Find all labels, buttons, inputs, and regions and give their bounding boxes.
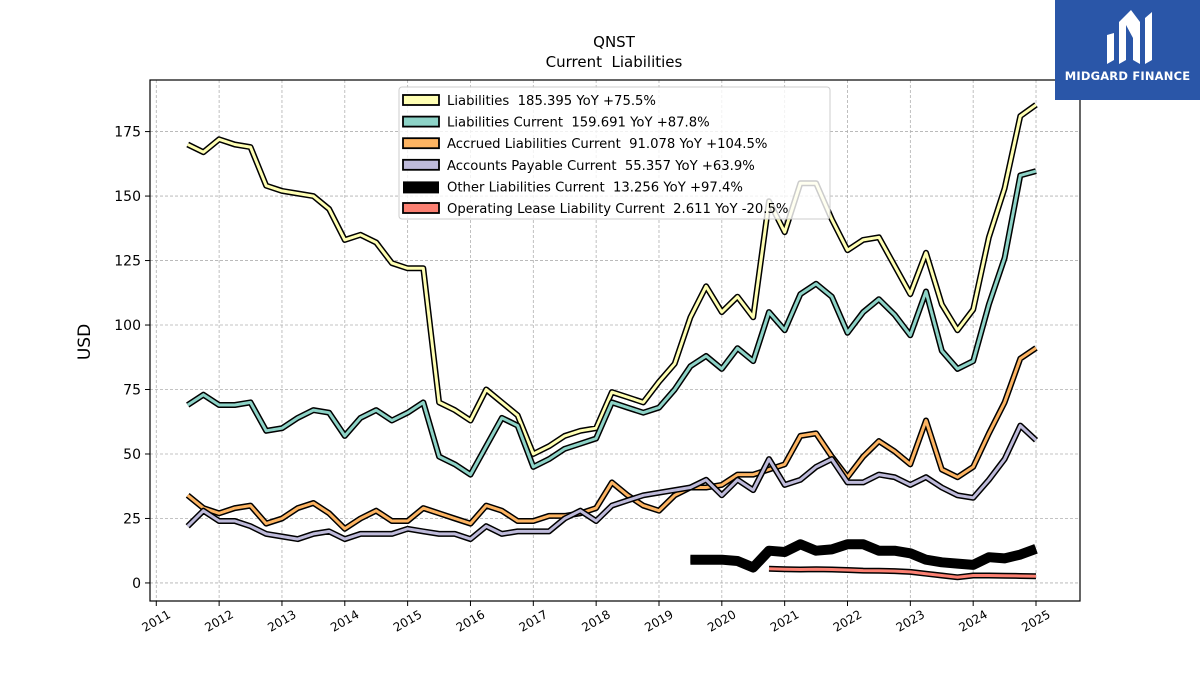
x-tick-label: 2023: [894, 607, 927, 634]
x-tick-label: 2024: [956, 607, 989, 634]
legend-entry: Accrued Liabilities Current 91.078 YoY +…: [447, 137, 767, 152]
series-outline: [185, 345, 1038, 532]
legend-entry: Accounts Payable Current 55.357 YoY +63.…: [447, 159, 755, 174]
series-line: [768, 567, 1037, 579]
brand-mark-icon: [1107, 10, 1152, 64]
x-tick-label: 2013: [265, 607, 298, 634]
series-5: [768, 565, 1037, 581]
series-line: [187, 103, 1037, 456]
legend-swatch: [402, 158, 440, 171]
y-tick-label: 125: [114, 254, 141, 270]
legend-swatch: [402, 137, 440, 150]
series-4: [690, 539, 1038, 573]
series-lines: [185, 102, 1039, 581]
legend: Liabilities 185.395 YoY +75.5% Liabilitie…: [398, 86, 831, 220]
plot-frame: [149, 79, 1081, 602]
x-tick-label: 2017: [517, 607, 550, 634]
legend-swatch: [402, 94, 440, 106]
legend-swatch: [402, 115, 440, 128]
x-tick-label: 2021: [768, 607, 801, 634]
y-axis-label: USD: [75, 324, 95, 360]
x-tick-label: 2012: [202, 607, 235, 634]
legend-swatch: [403, 181, 439, 194]
series-line: [186, 424, 1038, 541]
legend-entry: Operating Lease Liability Current 2.611 …: [447, 202, 788, 217]
series-0: [186, 102, 1038, 457]
y-tick-label: 75: [123, 383, 141, 399]
series-line: [186, 169, 1037, 477]
x-tick-label: 2014: [328, 607, 361, 634]
y-axis-ticks: 0 25 50 75 100 125 150 175: [114, 125, 150, 592]
y-tick-label: 100: [114, 318, 141, 334]
brand-logo: MIDGARD FINANCE: [1055, 0, 1200, 100]
series-3: [185, 422, 1039, 543]
legend-entry: Liabilities 185.395 YoY +75.5%: [447, 94, 656, 109]
series-1: [186, 168, 1037, 478]
x-axis-ticks: 2011 2012 2013 2014 2015 2016 2017 2018 2019 2020…: [140, 601, 1053, 635]
x-tick-label: 2022: [831, 607, 864, 634]
legend-box: [398, 86, 831, 220]
series-line: [186, 346, 1037, 531]
x-tick-label: 2019: [642, 607, 675, 634]
y-tick-label: 0: [132, 576, 141, 592]
legend-swatch: [402, 202, 440, 214]
y-tick-label: 175: [114, 125, 141, 141]
x-tick-label: 2015: [391, 607, 424, 634]
y-tick-label: 150: [114, 189, 141, 205]
x-tick-label: 2025: [1019, 607, 1052, 634]
y-tick-label: 25: [123, 511, 141, 527]
y-tick-label: 50: [123, 447, 141, 463]
legend-entry: Other Liabilities Current 13.256 YoY +97…: [447, 180, 743, 195]
x-tick-label: 2018: [579, 607, 612, 634]
series-line: [690, 540, 1038, 571]
chart-subtitle: Current Liabilities: [546, 53, 683, 71]
series-2: [185, 345, 1038, 532]
chart-title: QNST: [593, 33, 636, 51]
legend-entry: Liabilities Current 159.691 YoY +87.8%: [447, 116, 710, 131]
x-tick-label: 2016: [454, 607, 487, 634]
brand-name: MIDGARD FINANCE: [1064, 69, 1191, 83]
x-tick-label: 2020: [705, 607, 738, 634]
x-tick-label: 2011: [140, 607, 173, 634]
